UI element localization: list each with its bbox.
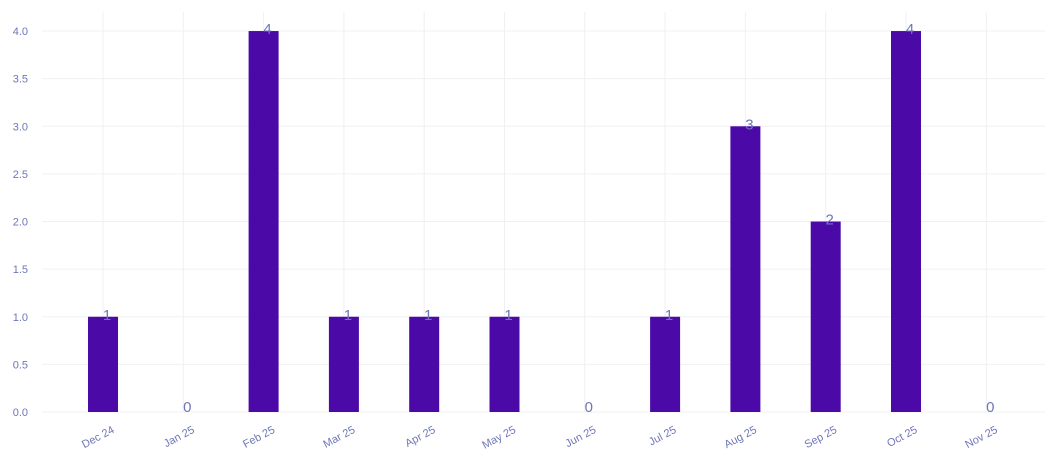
bar-value-label: 1 bbox=[103, 307, 111, 324]
x-axis: Dec 24 Jan 25 Feb 25 Mar 25 Apr 25 May 25 Jun … bbox=[80, 424, 1000, 452]
y-tick-label: 1.5 bbox=[13, 264, 28, 276]
bar-value-label: 1 bbox=[665, 307, 673, 324]
y-tick-label: 2.5 bbox=[13, 169, 28, 181]
bar[interactable] bbox=[248, 31, 279, 413]
x-tick-label: Jun 25 bbox=[563, 424, 598, 450]
x-tick-label: Nov 25 bbox=[963, 424, 999, 451]
y-tick-label: 3.0 bbox=[13, 121, 28, 133]
x-tick-label: Dec 24 bbox=[80, 424, 116, 451]
bar-value-label: 0 bbox=[585, 399, 593, 416]
y-tick-label: 3.5 bbox=[13, 74, 28, 86]
bar[interactable] bbox=[489, 316, 520, 412]
bar[interactable] bbox=[650, 316, 681, 412]
bar-value-label: 4 bbox=[263, 21, 271, 38]
bar-value-label: 2 bbox=[826, 212, 834, 229]
bar-value-label: 1 bbox=[504, 307, 512, 324]
y-tick-label: 4.0 bbox=[13, 26, 28, 38]
x-tick-label: Aug 25 bbox=[722, 424, 758, 451]
x-tick-label: Jul 25 bbox=[647, 424, 679, 448]
bar-value-label: 1 bbox=[424, 307, 432, 324]
bar[interactable] bbox=[328, 316, 359, 412]
y-tick-label: 1.0 bbox=[13, 312, 28, 324]
bars bbox=[88, 31, 921, 413]
y-axis: 0.0 0.5 1.0 1.5 2.0 2.5 3.0 3.5 4.0 bbox=[13, 26, 28, 419]
bar-value-label: 0 bbox=[183, 399, 191, 416]
bar[interactable] bbox=[88, 316, 118, 412]
y-tick-label: 0.0 bbox=[13, 407, 28, 419]
x-tick-label: Mar 25 bbox=[321, 424, 357, 451]
x-tick-label: Apr 25 bbox=[403, 424, 437, 450]
bar-value-label: 3 bbox=[745, 116, 753, 133]
bar[interactable] bbox=[810, 221, 841, 412]
x-tick-label: Feb 25 bbox=[241, 424, 277, 451]
bar-value-labels: 1 0 4 1 1 1 0 1 3 2 4 0 bbox=[103, 21, 995, 416]
x-tick-label: May 25 bbox=[480, 424, 517, 452]
y-tick-label: 0.5 bbox=[13, 359, 28, 371]
x-tick-label: Oct 25 bbox=[885, 424, 919, 450]
x-tick-label: Sep 25 bbox=[803, 424, 839, 451]
x-tick-label: Jan 25 bbox=[162, 424, 197, 450]
bar-value-label: 4 bbox=[906, 21, 914, 38]
y-tick-label: 2.0 bbox=[13, 217, 28, 229]
bar[interactable] bbox=[891, 31, 921, 413]
bar-value-label: 1 bbox=[344, 307, 352, 324]
bar[interactable] bbox=[730, 126, 761, 413]
bar[interactable] bbox=[409, 316, 440, 412]
bar-value-label: 0 bbox=[986, 399, 994, 416]
